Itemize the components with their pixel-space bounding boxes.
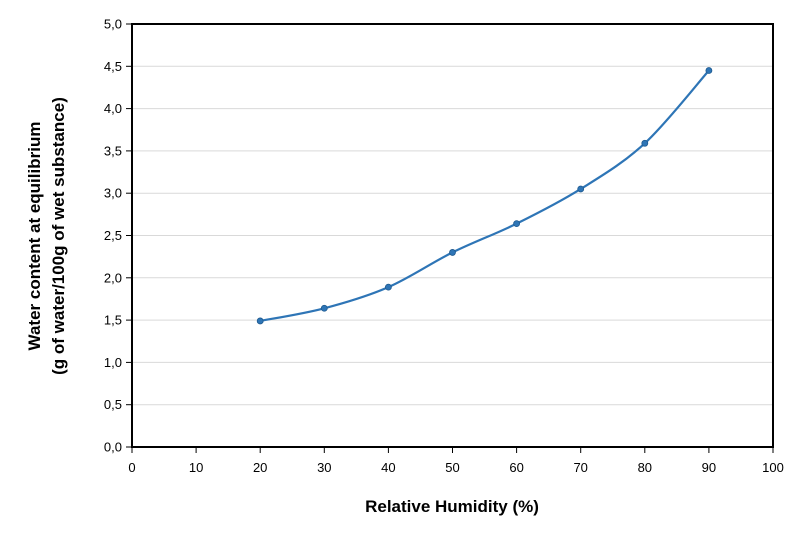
y-axis: 0,0 0,5 1,0 1,5 2,0 2,5 3,0 3,5 4,0 4,5 5,0 (104, 17, 132, 455)
series-line (259, 69, 710, 323)
y-tick-label: 2,5 (104, 228, 122, 243)
x-tick-label: 100 (762, 460, 784, 475)
x-tick-label: 50 (445, 460, 459, 475)
y-axis-title-line2: (g of water/100g of wet substance) (49, 97, 68, 375)
y-tick-label: 2,0 (104, 270, 122, 285)
x-tick-label: 20 (253, 460, 267, 475)
series-group (256, 67, 713, 325)
y-tick-label: 1,5 (104, 313, 122, 328)
x-tick-label: 10 (189, 460, 203, 475)
y-axis-title-line1: Water content at equilibrium (25, 122, 44, 351)
data-point (513, 220, 520, 228)
data-point (320, 304, 328, 312)
data-point (641, 139, 649, 147)
data-point (705, 67, 713, 74)
y-tick-label: 0,5 (104, 397, 122, 412)
x-tick-label: 0 (128, 460, 135, 475)
x-axis-title: Relative Humidity (%) (365, 497, 539, 516)
y-tick-label: 1,0 (104, 355, 122, 370)
y-tick-label: 4,5 (104, 59, 122, 74)
y-tick-label: 4,0 (104, 101, 122, 116)
data-point (577, 185, 585, 193)
x-tick-label: 60 (509, 460, 523, 475)
x-tick-label: 90 (702, 460, 716, 475)
y-tick-label: 3,0 (104, 186, 122, 201)
x-tick-label: 70 (573, 460, 587, 475)
x-tick-label: 40 (381, 460, 395, 475)
data-point (256, 317, 264, 325)
data-point (384, 283, 392, 291)
data-point (449, 249, 456, 256)
gridlines (132, 65, 773, 406)
y-tick-label: 3,5 (104, 143, 122, 158)
x-tick-label: 30 (317, 460, 331, 475)
y-tick-label: 0,0 (104, 440, 122, 455)
y-tick-label: 5,0 (104, 17, 122, 32)
x-axis: 0 10 20 30 40 50 60 70 80 90 100 (128, 447, 784, 475)
x-tick-label: 80 (638, 460, 652, 475)
